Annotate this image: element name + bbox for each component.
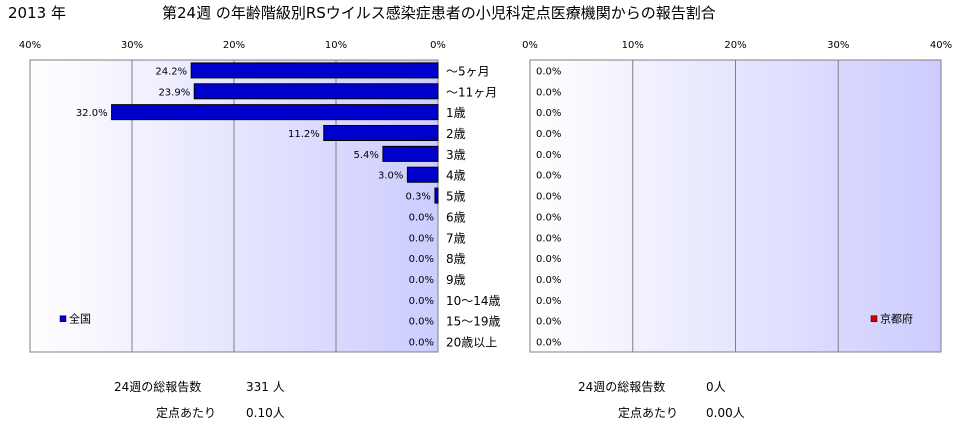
legend-swatch [870, 315, 878, 322]
data-label: 0.3% [406, 192, 431, 203]
bar [406, 166, 439, 183]
data-label: 0.0% [409, 296, 434, 307]
bar [434, 187, 439, 204]
x-tick-label: 40% [19, 40, 41, 51]
chart-title: 第24週 の年齢階級別RSウイルス感染症患者の小児科定点医療機関からの報告割合 [162, 4, 716, 22]
bar [323, 124, 439, 142]
category-label: ～5ヶ月 [446, 64, 490, 78]
category-label: 9歳 [446, 273, 466, 287]
data-label: 11.2% [288, 129, 320, 140]
national-total-label: 24週の総報告数 [114, 380, 202, 394]
bar [190, 62, 439, 79]
bar [382, 145, 439, 162]
data-label: 0.0% [409, 254, 434, 265]
kyoto-per-value: 0.00人 [706, 406, 745, 420]
data-label: 0.0% [536, 66, 561, 77]
legend-swatch [59, 315, 67, 322]
data-label: 0.0% [409, 212, 434, 223]
category-label: 7歳 [446, 231, 466, 245]
data-label: 0.0% [536, 171, 561, 182]
data-label: 0.0% [536, 212, 561, 223]
national-total-value: 331 人 [246, 380, 285, 394]
category-label: 2歳 [446, 127, 466, 141]
data-label: 24.2% [155, 66, 187, 77]
category-label: 4歳 [446, 169, 466, 183]
national-per-value: 0.10人 [246, 406, 285, 420]
x-tick-label: 30% [827, 40, 849, 51]
data-label: 23.9% [158, 87, 190, 98]
category-label: 15～19歳 [446, 315, 501, 329]
x-tick-label: 10% [325, 40, 347, 51]
data-label: 0.0% [536, 254, 561, 265]
data-label: 0.0% [536, 296, 561, 307]
data-label: 0.0% [536, 108, 561, 119]
data-label: 32.0% [76, 108, 108, 119]
data-label: 0.0% [409, 233, 434, 244]
x-tick-label: 40% [930, 40, 952, 51]
legend-label: 京都府 [880, 312, 913, 326]
data-label: 0.0% [409, 338, 434, 349]
data-label: 0.0% [536, 150, 561, 161]
kyoto-per-label: 定点あたり [618, 406, 679, 420]
data-label: 0.0% [536, 338, 561, 349]
category-label: ～11ヶ月 [446, 85, 497, 99]
data-label: 0.0% [536, 129, 561, 140]
data-label: 3.0% [378, 171, 403, 182]
national-per-label: 定点あたり [156, 406, 217, 420]
kyoto-total-value: 0人 [706, 380, 726, 394]
category-label: 10～14歳 [446, 294, 501, 308]
data-label: 0.0% [536, 233, 561, 244]
x-tick-label: 20% [724, 40, 746, 51]
kyoto-chart: 0% 10% 20% 30% 40% 0.0% 0.0% 0.0% 0.0% 0.0% 0.0% 0.… [522, 40, 952, 353]
kyoto-total-label: 24週の総報告数 [578, 380, 666, 394]
year-label: 2013 年 [8, 4, 66, 22]
category-label: 3歳 [446, 148, 466, 162]
data-label: 0.0% [409, 275, 434, 286]
category-label: 20歳以上 [446, 336, 497, 350]
bar [193, 83, 439, 100]
national-chart: 40% 30% 20% 10% 0% 24.2% ～5ヶ月 23.9% ～11ヶ月 32.0% 1歳… [19, 40, 501, 353]
data-label: 0.0% [536, 275, 561, 286]
data-label: 0.0% [536, 87, 561, 98]
bar [111, 104, 439, 121]
x-tick-label: 20% [223, 40, 245, 51]
x-tick-label: 0% [430, 40, 446, 51]
x-tick-label: 10% [622, 40, 644, 51]
x-tick-label: 0% [522, 40, 538, 51]
data-label: 5.4% [354, 150, 379, 161]
category-label: 8歳 [446, 252, 466, 266]
x-tick-label: 30% [121, 40, 143, 51]
data-label: 0.0% [409, 317, 434, 328]
category-label: 6歳 [446, 210, 466, 224]
data-label: 0.0% [536, 192, 561, 203]
category-label: 5歳 [446, 190, 466, 204]
legend-label: 全国 [69, 312, 91, 326]
category-label: 1歳 [446, 106, 466, 120]
data-label: 0.0% [536, 317, 561, 328]
